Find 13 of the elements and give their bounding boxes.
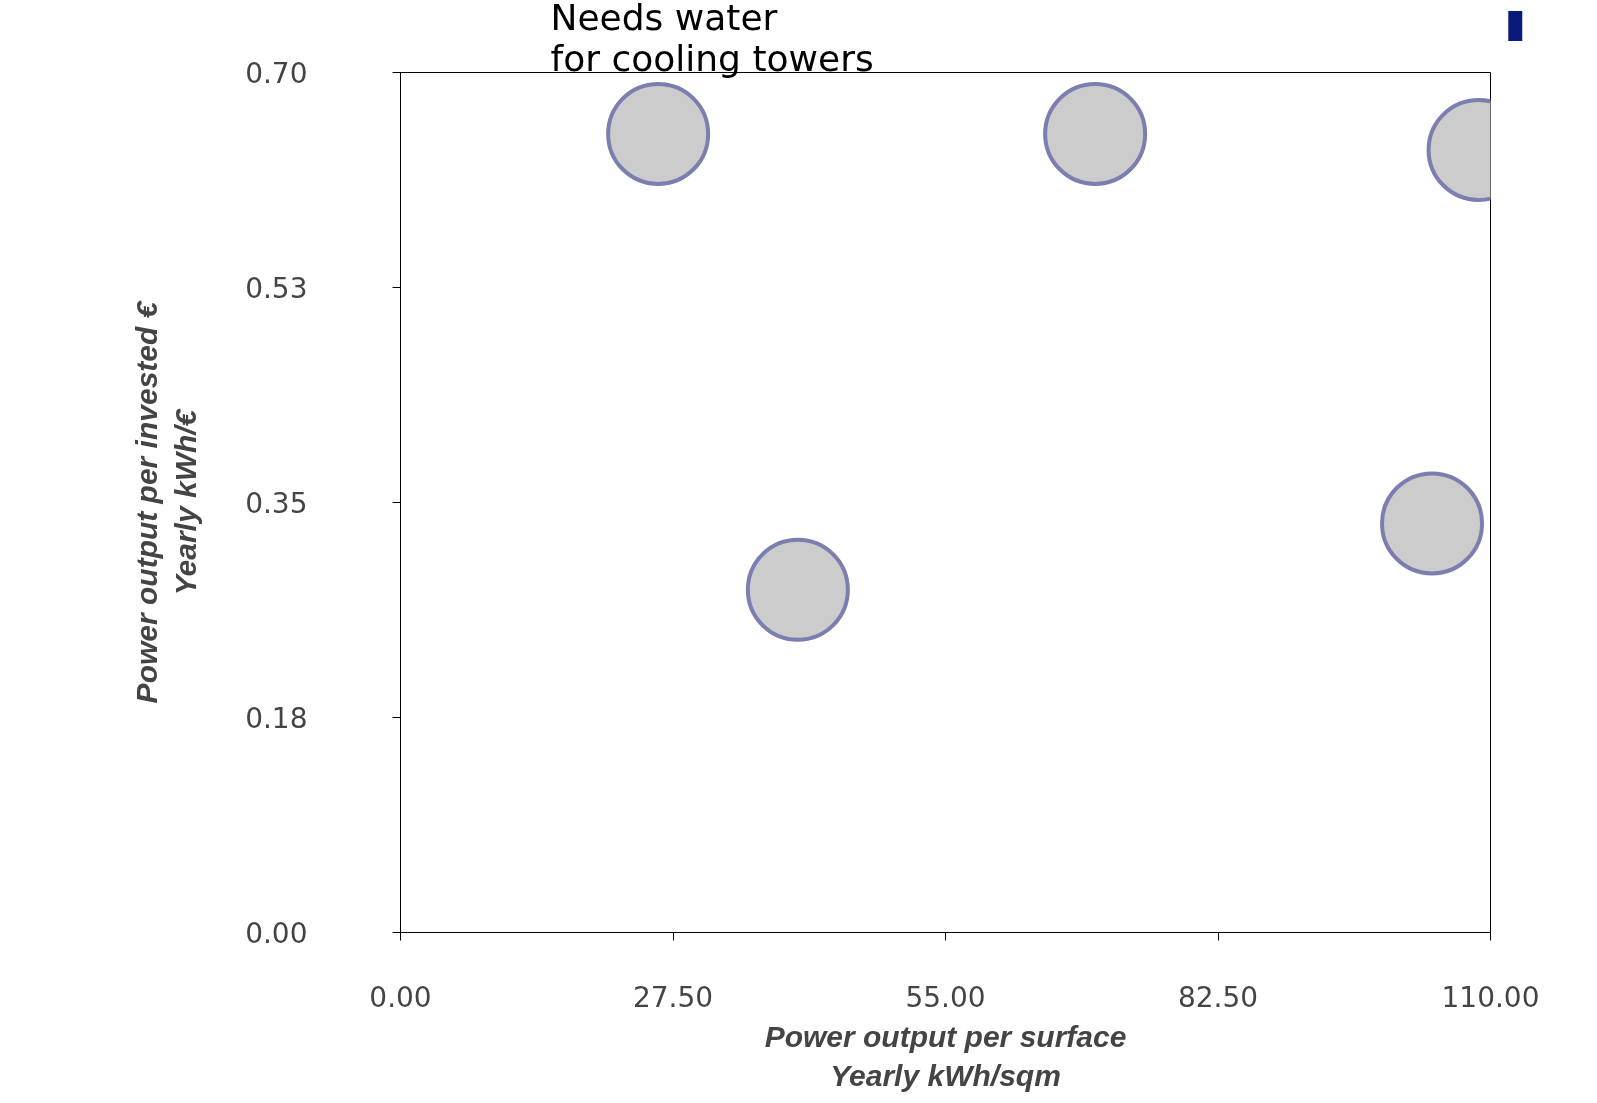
x-axis-title: Power output per surface Yearly kWh/sqm — [764, 1019, 1127, 1093]
y-tick-label: 0.53 — [245, 272, 308, 305]
y-tick-label: 0.00 — [245, 917, 308, 950]
y-tick-label: 0.70 — [245, 57, 308, 90]
x-tick-label: 27.50 — [632, 980, 714, 1014]
x-tick-label: 55.00 — [905, 980, 986, 1014]
annotation: Needs water for cooling towers — [550, 0, 874, 79]
x-tick-label: 0.00 — [369, 980, 432, 1014]
y-tick-label: 0.18 — [245, 702, 308, 735]
x-tick-label: 110.00 — [1441, 980, 1540, 1014]
y-axis-title: Power output per invested € Yearly kWh/€ — [129, 300, 203, 704]
y-tick-label: 0.35 — [245, 487, 308, 520]
x-tick-label: 82.50 — [1177, 980, 1259, 1014]
